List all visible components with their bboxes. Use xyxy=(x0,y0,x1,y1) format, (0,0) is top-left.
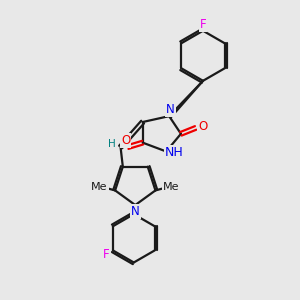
Text: O: O xyxy=(198,120,208,133)
Text: N: N xyxy=(131,205,140,218)
Text: NH: NH xyxy=(165,146,184,159)
Text: Me: Me xyxy=(91,182,108,193)
Text: N: N xyxy=(166,103,175,116)
Text: Me: Me xyxy=(163,182,179,193)
Text: F: F xyxy=(103,248,110,261)
Text: F: F xyxy=(200,18,206,31)
Text: H: H xyxy=(108,139,116,149)
Text: O: O xyxy=(121,134,130,147)
